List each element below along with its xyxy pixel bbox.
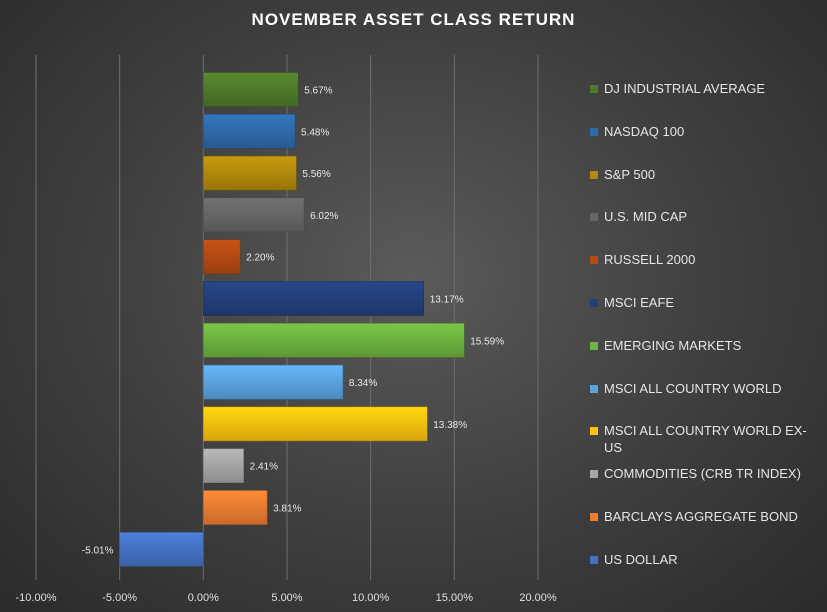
- legend-swatch: [590, 470, 598, 479]
- data-label: 2.41%: [250, 462, 278, 473]
- legend-label: BARCLAYS AGGREGATE BOND: [604, 509, 798, 524]
- data-label: 15.59%: [470, 336, 504, 347]
- legend-swatch: [590, 341, 598, 350]
- legend-item: EMERGING MARKETS: [590, 337, 820, 354]
- legend-swatch: [590, 555, 598, 564]
- chart-title: NOVEMBER ASSET CLASS RETURN: [251, 10, 576, 29]
- bar: [203, 114, 296, 149]
- data-label: 3.81%: [273, 504, 301, 515]
- legend-label: MSCI ALL COUNTRY WORLD EX-US: [604, 423, 807, 456]
- x-tick-label: 5.00%: [271, 592, 302, 604]
- legend-label: EMERGING MARKETS: [604, 337, 742, 353]
- legend-swatch: [590, 384, 598, 393]
- legend-swatch: [590, 513, 598, 521]
- legend-item: DJ INDUSTRIAL AVERAGE: [590, 80, 820, 97]
- legend-label: RUSSELL 2000: [604, 252, 696, 268]
- legend-item: MSCI EAFE: [590, 294, 820, 311]
- legend-label: U.S. MID CAP: [604, 209, 688, 225]
- x-tick-label: 0.00%: [188, 592, 219, 604]
- data-label: 13.38%: [433, 420, 467, 431]
- bar: [203, 406, 428, 442]
- legend-swatch: [590, 299, 598, 307]
- x-tick-label: 10.00%: [352, 592, 390, 604]
- data-label: 5.67%: [304, 86, 332, 97]
- data-label: 2.20%: [246, 253, 274, 264]
- bar: [119, 532, 204, 567]
- legend-item: U.S. MID CAP: [590, 208, 820, 225]
- legend-item: MSCI ALL COUNTRY WORLD: [590, 380, 820, 397]
- data-label: 5.48%: [301, 127, 329, 138]
- legend-label: US DOLLAR: [604, 551, 678, 567]
- legend-label: COMMODITIES (CRB TR INDEX): [604, 466, 801, 482]
- legend-swatch: [590, 213, 598, 222]
- legend-swatch: [590, 85, 598, 93]
- legend-swatch: [590, 256, 598, 265]
- data-label: 6.02%: [310, 211, 338, 222]
- bar: [203, 197, 305, 233]
- legend-item: RUSSELL 2000: [590, 251, 820, 268]
- bar: [203, 239, 241, 274]
- legend-swatch: [590, 170, 598, 179]
- bar: [203, 323, 465, 358]
- x-tick-label: 20.00%: [519, 592, 557, 604]
- x-tick-label: -10.00%: [16, 592, 57, 604]
- data-label: -5.01%: [82, 545, 114, 556]
- legend-label: DJ INDUSTRIAL AVERAGE: [604, 81, 766, 96]
- legend-item: COMMODITIES (CRB TR INDEX): [590, 465, 820, 482]
- bar: [203, 448, 244, 483]
- legend-label: S&P 500: [604, 166, 656, 182]
- legend-swatch: [590, 427, 598, 436]
- legend-label: MSCI ALL COUNTRY WORLD: [604, 380, 782, 396]
- data-label: 5.56%: [302, 169, 330, 180]
- legend-item: US DOLLAR: [590, 551, 820, 568]
- legend-swatch: [590, 127, 598, 136]
- legend-label: NASDAQ 100: [604, 123, 685, 139]
- data-label: 8.34%: [349, 378, 377, 389]
- bar: [203, 155, 297, 191]
- x-tick-label: 15.00%: [436, 592, 474, 604]
- legend-item: MSCI ALL COUNTRY WORLD EX-US: [590, 422, 820, 456]
- data-label: 13.17%: [430, 295, 464, 306]
- bar: [203, 364, 344, 400]
- legend-label: MSCI EAFE: [604, 295, 675, 310]
- bar: [203, 281, 424, 316]
- legend-item: S&P 500: [590, 166, 820, 183]
- legend-item: BARCLAYS AGGREGATE BOND: [590, 508, 820, 525]
- bar: [203, 72, 299, 107]
- x-tick-label: -5.00%: [102, 592, 137, 604]
- bar: [203, 490, 268, 525]
- legend-item: NASDAQ 100: [590, 123, 820, 140]
